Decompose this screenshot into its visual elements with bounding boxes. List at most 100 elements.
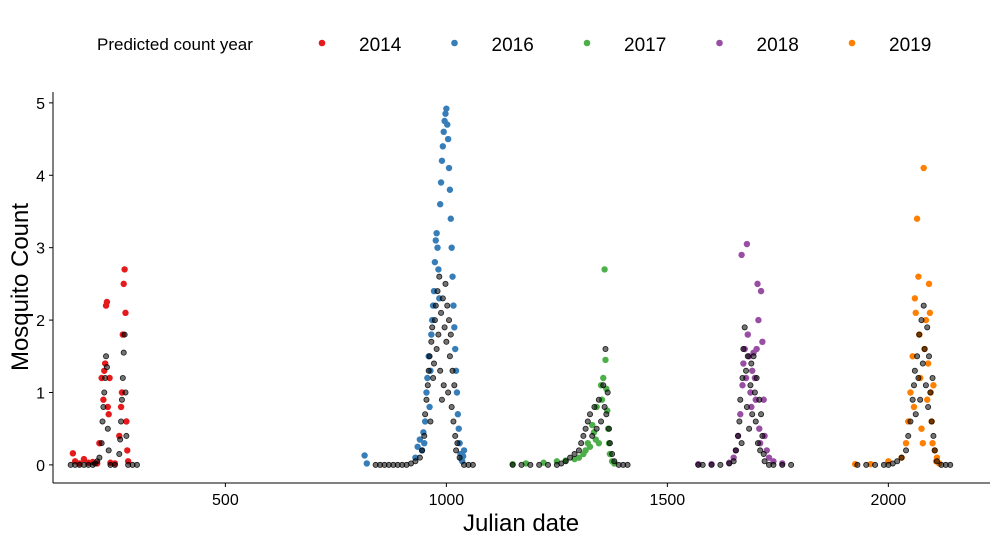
- point-observed-183: [929, 375, 936, 382]
- point-observed-17: [105, 447, 112, 454]
- legend-key-2014: [318, 39, 326, 47]
- point-observed-154: [854, 461, 861, 468]
- point-observed-51: [428, 338, 435, 345]
- point-observed-88: [536, 461, 543, 468]
- point-2016-4: [416, 436, 424, 443]
- point-observed-15: [103, 364, 110, 371]
- point-observed-124: [732, 447, 739, 454]
- point-observed-63: [438, 396, 445, 403]
- point-observed-97: [580, 432, 587, 439]
- point-2014-26: [123, 418, 130, 425]
- point-2019-11: [913, 215, 921, 222]
- y-tick-label-0: 0: [36, 458, 45, 475]
- point-observed-153: [788, 461, 795, 468]
- point-observed-27: [122, 389, 129, 396]
- point-observed-125: [735, 432, 742, 439]
- point-2018-26: [757, 287, 765, 295]
- point-observed-134: [744, 353, 751, 360]
- point-2016-39: [450, 302, 457, 309]
- point-observed-71: [446, 317, 453, 324]
- point-2019-6: [907, 389, 914, 396]
- point-observed-80: [454, 440, 461, 447]
- point-2014-24: [121, 266, 128, 273]
- point-2018-27: [759, 338, 766, 346]
- point-observed-99: [584, 418, 591, 425]
- point-2016-36: [447, 215, 454, 222]
- point-observed-107: [601, 403, 608, 410]
- point-observed-24: [119, 375, 126, 382]
- point-observed-180: [926, 353, 933, 360]
- point-observed-70: [445, 389, 452, 396]
- point-observed-103: [593, 425, 600, 432]
- legend-key-2017: [583, 39, 591, 47]
- point-observed-137: [748, 360, 755, 367]
- point-observed-176: [921, 346, 928, 353]
- point-2018-9: [740, 360, 747, 367]
- point-observed-81: [456, 454, 463, 461]
- point-observed-172: [917, 396, 924, 403]
- point-observed-92: [562, 458, 569, 465]
- point-2019-19: [922, 316, 930, 324]
- point-observed-171: [916, 331, 923, 338]
- point-observed-22: [118, 418, 125, 425]
- point-observed-170: [915, 375, 922, 382]
- point-observed-165: [909, 396, 916, 403]
- point-2017-20: [602, 356, 609, 364]
- point-2018-24: [756, 425, 763, 432]
- point-observed-28: [123, 432, 130, 439]
- point-observed-79: [453, 447, 460, 454]
- point-observed-162: [903, 447, 910, 454]
- y-tick-label-3: 3: [36, 241, 45, 258]
- y-axis-title: Mosquito Count: [7, 203, 34, 371]
- point-2018-8: [739, 382, 746, 389]
- point-2014-15: [105, 411, 112, 418]
- point-2014-16: [106, 374, 113, 382]
- legend-key-2016: [451, 39, 458, 47]
- point-2017-19: [601, 266, 608, 273]
- point-observed-20: [116, 451, 123, 458]
- point-observed-106: [600, 382, 607, 389]
- legend-label-2016: 2016: [492, 35, 534, 56]
- legend-label-2019: 2019: [889, 35, 931, 56]
- legend-label-2017: 2017: [624, 35, 666, 56]
- point-observed-23: [118, 396, 125, 403]
- point-2016-37: [448, 244, 455, 251]
- point-2019-8: [910, 403, 918, 411]
- point-observed-160: [894, 458, 901, 465]
- point-2016-31: [443, 105, 450, 112]
- point-observed-12: [101, 389, 108, 396]
- point-2016-9: [423, 389, 430, 396]
- point-observed-77: [451, 382, 458, 389]
- point-observed-179: [925, 403, 932, 410]
- point-observed-46: [423, 396, 430, 403]
- point-2016-24: [436, 201, 444, 208]
- point-observed-174: [919, 360, 926, 367]
- point-observed-59: [435, 331, 442, 338]
- point-2016-38: [449, 273, 456, 280]
- point-observed-74: [448, 403, 455, 410]
- point-2016-19: [432, 237, 439, 244]
- point-observed-52: [429, 324, 436, 331]
- point-2016-33: [444, 135, 452, 143]
- point-observed-128: [738, 440, 745, 447]
- point-2014-14: [104, 403, 112, 411]
- point-2019-17: [920, 164, 927, 172]
- point-observed-76: [450, 418, 457, 425]
- point-2016-41: [452, 345, 459, 353]
- point-2018-6: [737, 411, 744, 418]
- point-2019-10: [912, 309, 919, 317]
- point-observed-126: [736, 418, 743, 425]
- point-observed-144: [756, 396, 763, 403]
- point-2019-7: [909, 353, 916, 360]
- x-tick-label-1000: 1000: [429, 492, 465, 509]
- point-observed-64: [439, 295, 446, 302]
- point-observed-139: [750, 353, 757, 360]
- point-observed-156: [872, 461, 879, 468]
- point-observed-109: [603, 411, 610, 418]
- point-2019-15: [918, 425, 925, 432]
- point-observed-138: [749, 411, 756, 418]
- point-observed-47: [424, 382, 431, 389]
- point-observed-13: [102, 375, 109, 382]
- point-observed-49: [426, 353, 433, 360]
